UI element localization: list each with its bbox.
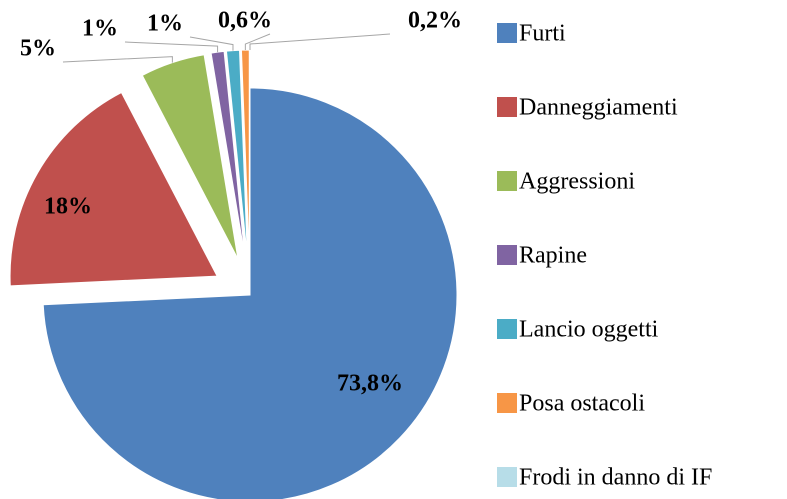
legend-label: Rapine bbox=[519, 243, 587, 269]
legend-swatch bbox=[497, 171, 517, 191]
data-label: 73,8% bbox=[337, 371, 403, 397]
data-label: 0,2% bbox=[408, 8, 462, 34]
data-label: 0,6% bbox=[218, 8, 272, 34]
legend-label: Frodi in danno di IF bbox=[519, 465, 712, 491]
data-label: 5% bbox=[20, 36, 56, 62]
data-label: 1% bbox=[147, 11, 183, 37]
pie-slice bbox=[9, 91, 218, 287]
legend-swatch bbox=[497, 23, 517, 43]
data-label: 18% bbox=[44, 194, 92, 220]
leader-line bbox=[249, 33, 391, 50]
legend-swatch bbox=[497, 319, 517, 339]
legend-swatch bbox=[497, 97, 517, 117]
legend-swatch bbox=[497, 393, 517, 413]
data-label: 1% bbox=[82, 16, 118, 42]
legend-label: Lancio oggetti bbox=[519, 317, 659, 343]
legend-label: Aggressioni bbox=[519, 169, 635, 195]
legend-label: Furti bbox=[519, 21, 566, 47]
pie-slice bbox=[225, 49, 248, 258]
leader-line bbox=[62, 56, 173, 63]
leader-line bbox=[244, 33, 271, 51]
leader-line bbox=[189, 36, 234, 51]
legend-swatch bbox=[497, 467, 517, 487]
pie-slice bbox=[42, 87, 458, 499]
pie-slice bbox=[141, 54, 239, 260]
legend-label: Danneggiamenti bbox=[519, 95, 678, 121]
legend-label: Posa ostacoli bbox=[519, 391, 645, 417]
legend-swatch bbox=[497, 245, 517, 265]
leader-line bbox=[124, 41, 219, 53]
